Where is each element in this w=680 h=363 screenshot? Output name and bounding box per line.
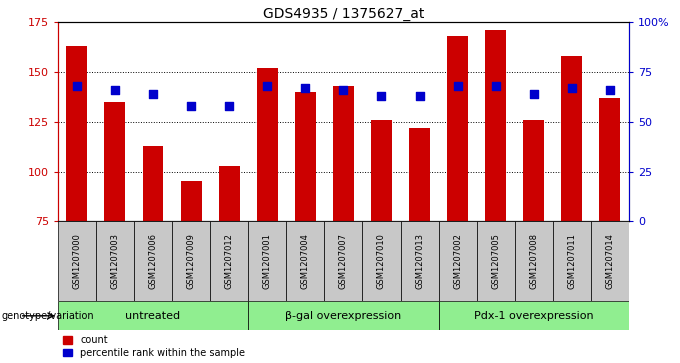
Text: GSM1207001: GSM1207001 — [262, 233, 272, 289]
Bar — [105, 102, 125, 221]
Text: GSM1207010: GSM1207010 — [377, 233, 386, 289]
Text: GSM1207005: GSM1207005 — [491, 233, 500, 289]
Bar — [333, 86, 354, 221]
Text: untreated: untreated — [125, 311, 181, 321]
Text: GSM1207003: GSM1207003 — [110, 233, 120, 289]
FancyBboxPatch shape — [477, 221, 515, 301]
Bar — [219, 166, 239, 221]
Bar — [181, 182, 201, 221]
FancyBboxPatch shape — [172, 221, 210, 301]
FancyBboxPatch shape — [553, 221, 591, 301]
Text: GSM1207004: GSM1207004 — [301, 233, 310, 289]
FancyBboxPatch shape — [96, 221, 134, 301]
Point — [186, 103, 197, 109]
Point — [605, 87, 615, 93]
FancyBboxPatch shape — [439, 301, 629, 330]
FancyBboxPatch shape — [134, 221, 172, 301]
FancyBboxPatch shape — [248, 301, 439, 330]
FancyBboxPatch shape — [324, 221, 362, 301]
Bar — [409, 127, 430, 221]
Point — [566, 85, 577, 90]
Bar — [524, 119, 544, 221]
Point — [376, 93, 387, 98]
Text: Pdx-1 overexpression: Pdx-1 overexpression — [474, 311, 594, 321]
Text: GSM1207009: GSM1207009 — [186, 233, 196, 289]
Bar — [486, 30, 506, 221]
Bar — [143, 146, 163, 221]
Bar — [600, 98, 620, 221]
FancyBboxPatch shape — [286, 221, 324, 301]
Bar — [562, 56, 582, 221]
Text: GSM1207011: GSM1207011 — [567, 233, 577, 289]
Point — [490, 83, 501, 89]
Text: GSM1207013: GSM1207013 — [415, 233, 424, 289]
Text: GSM1207002: GSM1207002 — [453, 233, 462, 289]
FancyBboxPatch shape — [58, 221, 96, 301]
Bar — [67, 46, 87, 221]
Text: GSM1207006: GSM1207006 — [148, 233, 158, 289]
Legend: count, percentile rank within the sample: count, percentile rank within the sample — [63, 335, 245, 358]
Text: genotype/variation: genotype/variation — [1, 311, 94, 321]
Bar — [371, 119, 392, 221]
Bar — [295, 91, 316, 221]
FancyBboxPatch shape — [439, 221, 477, 301]
FancyBboxPatch shape — [515, 221, 553, 301]
FancyBboxPatch shape — [58, 301, 248, 330]
Point — [528, 91, 539, 97]
FancyBboxPatch shape — [591, 221, 629, 301]
Text: GSM1207014: GSM1207014 — [605, 233, 615, 289]
Text: GSM1207012: GSM1207012 — [224, 233, 234, 289]
Point — [338, 87, 349, 93]
Point — [300, 85, 311, 90]
Point — [452, 83, 463, 89]
FancyBboxPatch shape — [210, 221, 248, 301]
Bar — [257, 68, 277, 221]
Text: β-gal overexpression: β-gal overexpression — [286, 311, 401, 321]
Title: GDS4935 / 1375627_at: GDS4935 / 1375627_at — [262, 7, 424, 21]
FancyBboxPatch shape — [401, 221, 439, 301]
Text: GSM1207000: GSM1207000 — [72, 233, 82, 289]
Point — [109, 87, 120, 93]
Point — [262, 83, 273, 89]
Point — [414, 93, 425, 98]
Point — [224, 103, 235, 109]
Point — [71, 83, 82, 89]
Text: GSM1207008: GSM1207008 — [529, 233, 539, 289]
Text: GSM1207007: GSM1207007 — [339, 233, 348, 289]
FancyBboxPatch shape — [362, 221, 401, 301]
Point — [148, 91, 158, 97]
Bar — [447, 36, 468, 221]
FancyBboxPatch shape — [248, 221, 286, 301]
